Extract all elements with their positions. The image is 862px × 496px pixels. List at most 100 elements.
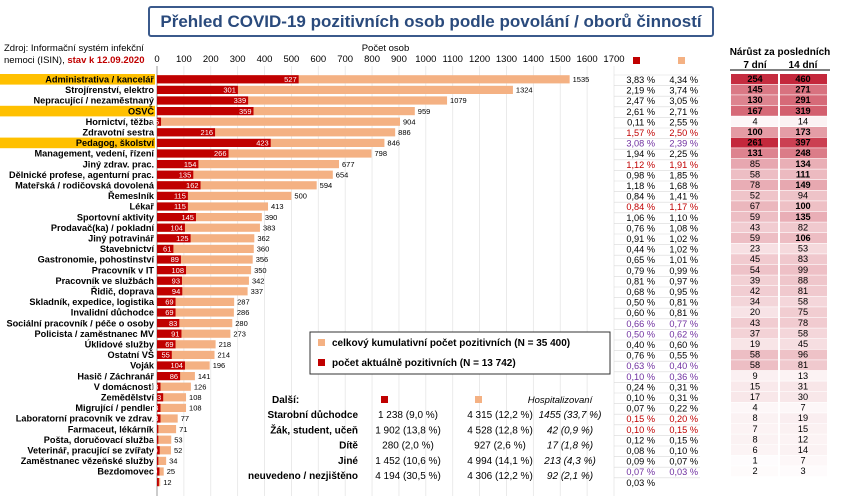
x-tick-label: 400 <box>257 54 273 65</box>
pct-active-value: 0,68 % <box>626 287 655 297</box>
pct-total-value: 0,77 % <box>669 319 698 329</box>
growth-value-14: 291 <box>795 95 810 105</box>
growth-cell-7 <box>731 286 778 296</box>
growth-value-14: 53 <box>798 244 808 254</box>
growth-value-14: 7 <box>800 456 805 466</box>
bar-total <box>157 149 372 158</box>
bar-active <box>157 478 159 487</box>
x-tick-label: 300 <box>230 54 246 65</box>
bar-active <box>157 138 271 147</box>
bar-active-label: 69 <box>165 308 173 317</box>
pct-total-value: 3,74 % <box>669 86 698 96</box>
bar-total-label: 108 <box>189 393 202 402</box>
growth-value-14: 106 <box>795 233 810 243</box>
growth-cell-7 <box>731 402 778 413</box>
pct-active-value: 0,84 % <box>626 192 655 202</box>
pct-total-value: 1,01 % <box>669 255 698 265</box>
category-label: Voják <box>130 361 155 371</box>
bar-active <box>157 425 159 434</box>
bar-total <box>157 435 172 444</box>
bar-total-label: 141 <box>198 372 211 381</box>
growth-value-7: 8 <box>752 434 757 444</box>
other-title: Další: <box>272 395 299 406</box>
bar-total <box>157 287 248 296</box>
x-tick-label: 100 <box>176 54 192 65</box>
category-label: Řidič, doprava <box>91 286 155 297</box>
pct-total-value: 1,02 % <box>669 234 698 244</box>
growth-cell-7 <box>731 137 778 148</box>
bar-active-label: 5 <box>152 457 156 466</box>
pct-active-value: 1,12 % <box>626 160 655 170</box>
pct-header-total <box>678 57 685 64</box>
growth-cell-14 <box>780 307 827 318</box>
other-row-active: 280 (2,0 %) <box>382 441 434 452</box>
category-label: Lékař <box>129 202 154 212</box>
bar-active-label: 115 <box>174 192 186 201</box>
growth-value-14: 14 <box>798 445 808 455</box>
bar-active <box>157 435 159 444</box>
bar-total-label: 413 <box>271 202 284 211</box>
other-row-active: 1 902 (13,8 %) <box>375 425 441 436</box>
category-label: Mateřská / rodičovská dovolená <box>15 181 155 191</box>
growth-value-7: 15 <box>750 381 760 391</box>
bar-active-label: 69 <box>165 298 173 307</box>
growth-cell-7 <box>731 84 778 95</box>
growth-value-7: 58 <box>750 169 760 179</box>
category-label: Stavebnictví <box>100 244 155 254</box>
growth-cell-14 <box>780 190 827 201</box>
bar-active <box>157 361 185 370</box>
bar-total-label: 904 <box>403 117 416 126</box>
growth-cell-14 <box>780 286 827 296</box>
bar-total-label: 500 <box>294 192 307 201</box>
bar-total <box>157 75 570 84</box>
growth-value-14: 96 <box>798 350 808 360</box>
category-label: Pracovník ve službách <box>55 276 154 286</box>
growth-cell-7 <box>731 169 778 180</box>
growth-value-14: 19 <box>798 413 808 423</box>
x-tick-label: 1000 <box>415 54 436 65</box>
pct-active-value: 1,57 % <box>626 128 655 138</box>
growth-value-7: 85 <box>750 159 760 169</box>
bar-active <box>157 467 160 476</box>
bar-active-label: 93 <box>172 276 180 285</box>
pct-total-value: 2,71 % <box>669 107 698 117</box>
bar-active-label: 423 <box>256 139 269 148</box>
growth-cell-7 <box>731 264 778 275</box>
growth-col-14: 14 dní <box>789 60 819 71</box>
bar-total <box>157 329 231 338</box>
bar-total <box>157 191 292 200</box>
bar-total <box>157 446 171 455</box>
x-tick-label: 1500 <box>550 54 571 65</box>
other-swatch-active <box>381 396 388 403</box>
other-hosp-header: Hospitalizovaní <box>528 395 594 406</box>
pct-total-value: 0,60 % <box>669 340 698 350</box>
bar-total-label: 77 <box>181 414 189 423</box>
bar-active-label: 55 <box>161 351 169 360</box>
pct-total-value: 1,02 % <box>669 245 698 255</box>
category-label: Skladník, expedice, logistika <box>29 297 154 307</box>
bar-total-label: 383 <box>263 223 276 232</box>
bar-total-label: 886 <box>398 128 411 137</box>
growth-cell-14 <box>780 370 827 381</box>
bar-total-label: 360 <box>257 245 270 254</box>
growth-value-7: 59 <box>750 233 760 243</box>
growth-cell-7 <box>731 445 778 455</box>
bar-active <box>157 446 160 455</box>
growth-value-7: 58 <box>750 350 760 360</box>
bar-active <box>157 340 176 349</box>
growth-cell-14 <box>780 243 827 254</box>
growth-value-14: 460 <box>795 74 810 84</box>
pct-active-value: 0,10 % <box>626 393 655 403</box>
growth-cell-14 <box>780 339 827 349</box>
growth-cell-7 <box>731 127 778 137</box>
x-tick-label: 600 <box>310 54 326 65</box>
growth-cell-7 <box>731 307 778 318</box>
x-tick-label: 1200 <box>469 54 490 65</box>
category-label: Zaměstnanec vězeňské služby <box>21 456 155 466</box>
growth-value-14: 15 <box>798 424 808 434</box>
bar-active <box>157 414 161 423</box>
growth-cell-14 <box>780 445 827 455</box>
pct-active-value: 0,50 % <box>626 329 655 339</box>
bar-total <box>157 340 216 349</box>
x-tick-label: 700 <box>337 54 353 65</box>
